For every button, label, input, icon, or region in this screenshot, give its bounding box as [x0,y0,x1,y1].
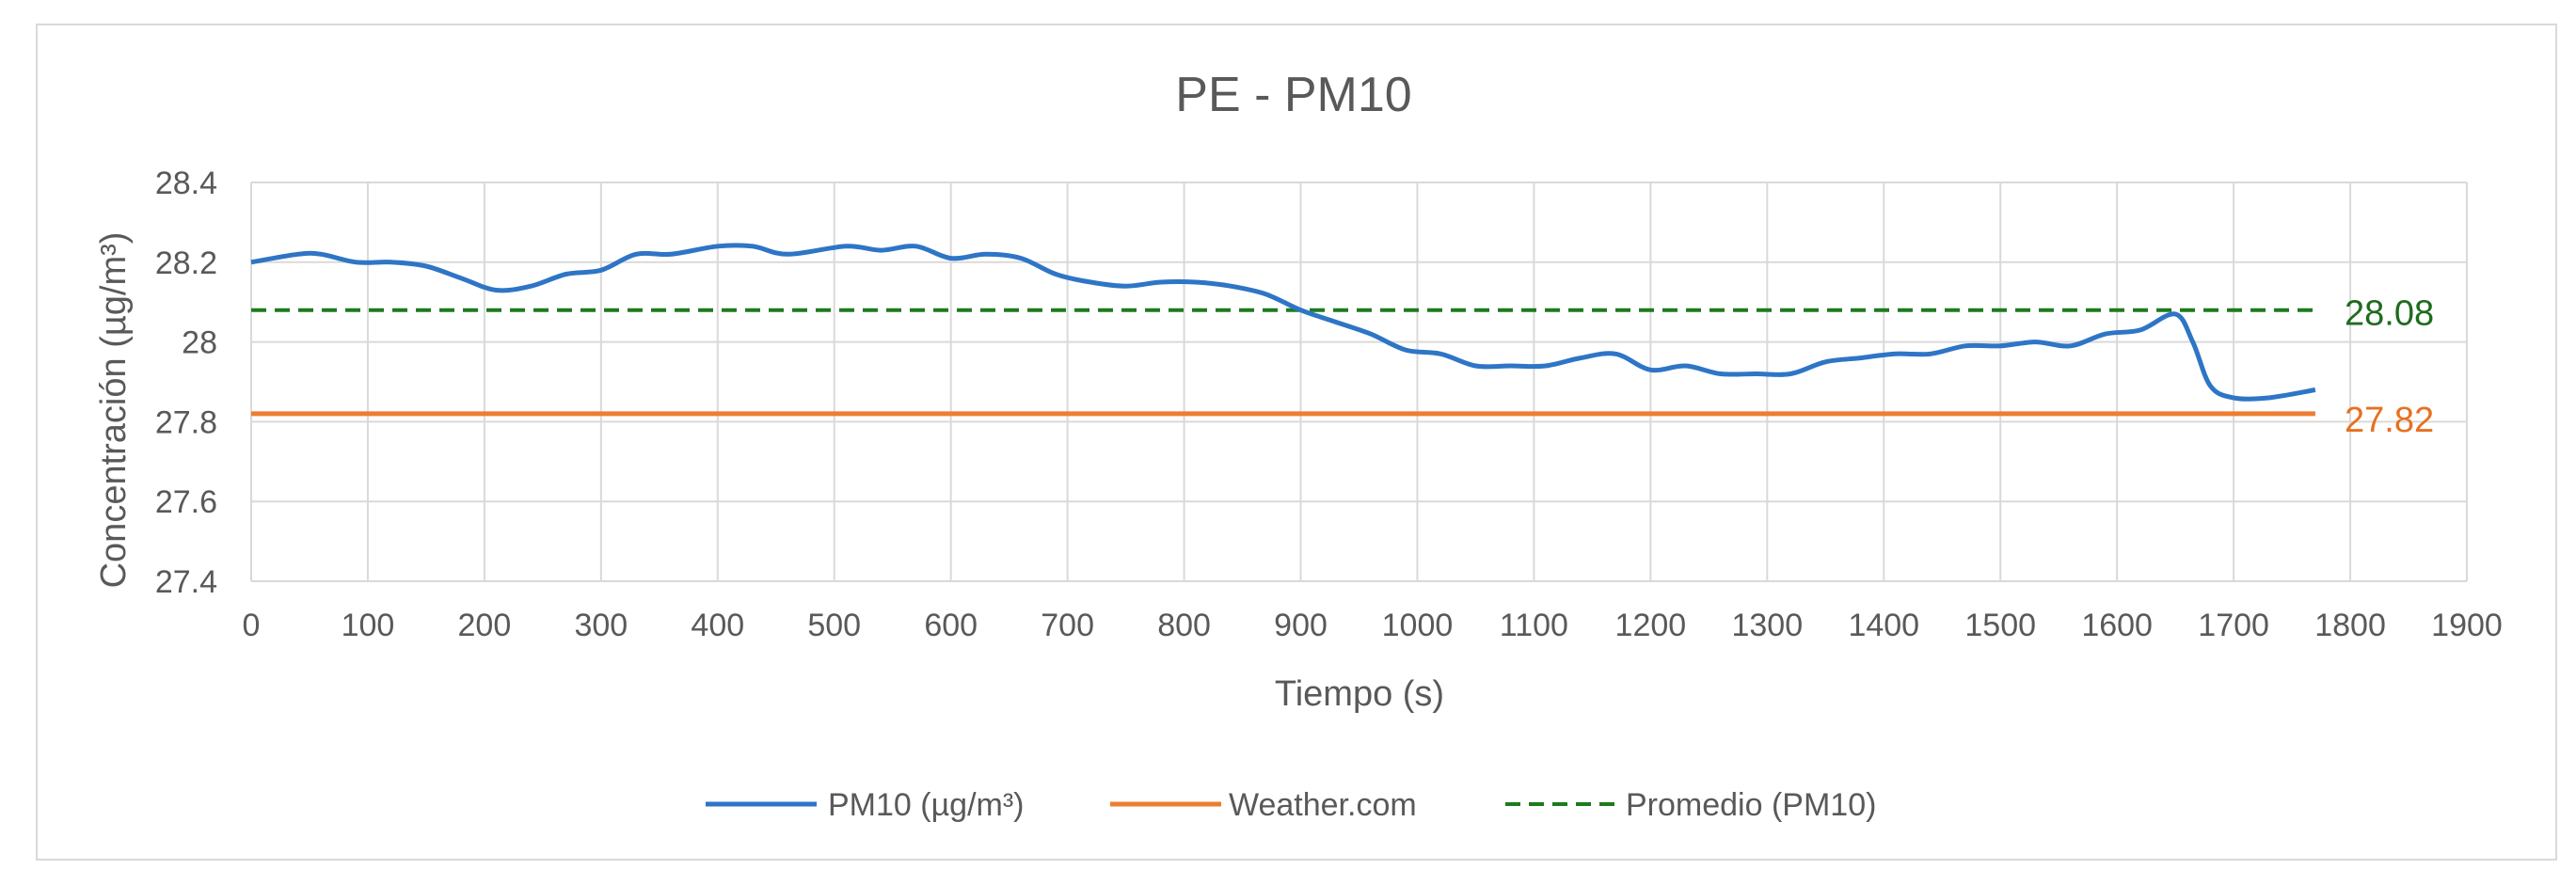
y-tick-label: 28.4 [155,166,217,201]
x-tick-label: 1200 [1615,608,1687,643]
x-tick-label: 0 [243,608,261,643]
x-tick-label: 1100 [1500,608,1568,643]
legend-weather-label: Weather.com [1229,787,1417,823]
x-tick-label: 900 [1274,608,1328,643]
chart-title: PE - PM10 [1175,68,1411,122]
y-tick-label: 27.6 [155,484,217,520]
x-tick-label: 1900 [2431,608,2503,643]
x-tick-label: 1600 [2081,608,2153,643]
series-lines [250,243,2316,417]
legend-promedio-label: Promedio (PM10) [1626,787,1876,823]
x-tick-label: 100 [342,608,395,643]
y-tick-label: 27.8 [155,404,217,440]
promedio-value-label: 28.08 [2345,294,2434,334]
x-tick-label: 400 [691,608,744,643]
x-tick-label: 300 [574,608,628,643]
y-tick-label: 28 [182,325,217,361]
y-axis-title: Concentración (µg/m³) [94,232,134,589]
axes: 0 100 200 300 400 500 600 700 800 900 1000 1100 1200… [155,166,2503,643]
x-axis-title: Tiempo (s) [1275,674,1444,714]
legend-pm10-label: PM10 (µg/m³) [828,787,1025,823]
x-tick-label: 1700 [2198,608,2269,643]
y-tick-label: 28.2 [155,245,217,281]
x-tick-label: 1500 [1964,608,2036,643]
weather-value-label: 27.82 [2345,401,2434,440]
x-tick-label: 1800 [2314,608,2386,643]
x-tick-label: 500 [807,608,861,643]
x-tick-label: 1300 [1731,608,1803,643]
gridlines [250,182,2468,582]
x-tick-label: 600 [924,608,978,643]
x-tick-label: 700 [1041,608,1094,643]
x-tick-label: 1400 [1848,608,1919,643]
x-tick-label: 1000 [1382,608,1454,643]
x-tick-label: 200 [458,608,512,643]
pm10-series-line [250,243,2316,402]
reference-labels: 28.08 27.82 [2345,294,2434,440]
x-tick-label: 800 [1157,608,1211,643]
chart-container [36,24,2557,861]
y-tick-label: 27.4 [155,564,217,600]
legend: PM10 (µg/m³) Weather.com Promedio (PM10) [706,787,1876,823]
